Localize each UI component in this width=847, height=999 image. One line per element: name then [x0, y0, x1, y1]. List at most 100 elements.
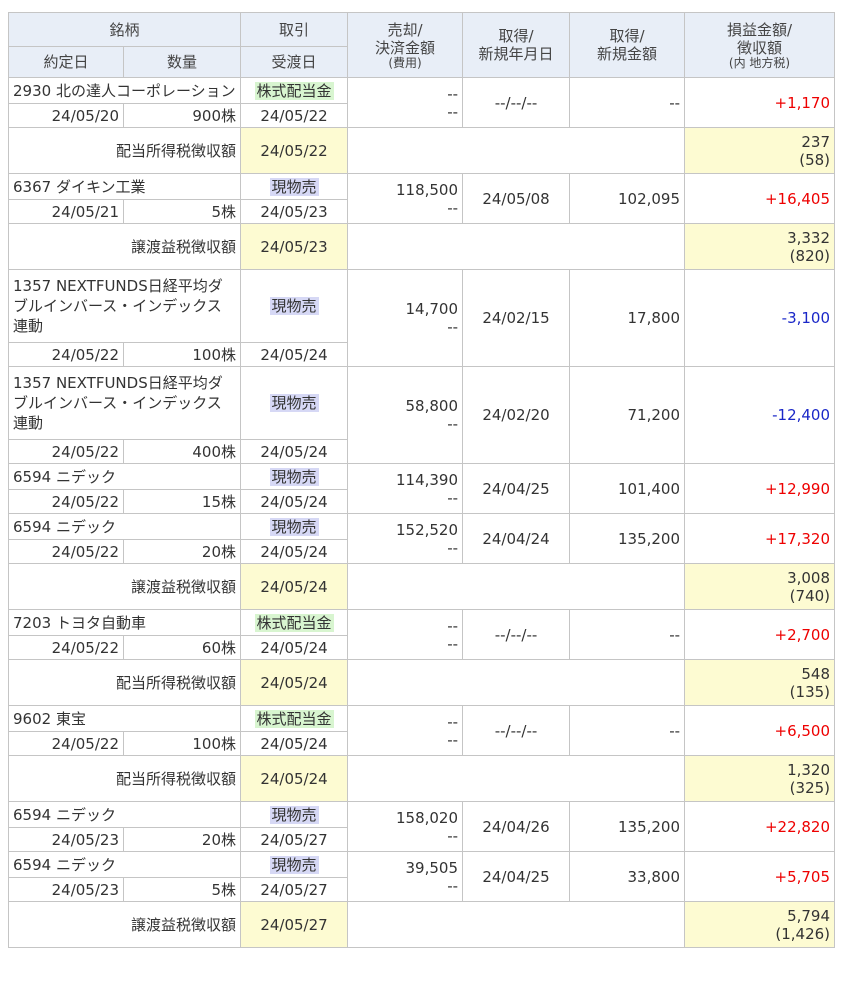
header-pl-line2: 徴収額	[737, 38, 783, 57]
tax-empty	[347, 223, 686, 270]
tax-empty	[347, 901, 686, 948]
table-row: 2930 北の達人コーポレーション 株式配当金 -- -- --/--/-- -- +1,1…	[7, 77, 836, 128]
tax-date: 24/05/24	[240, 755, 349, 802]
tax-date: 24/05/23	[240, 223, 349, 270]
acq-date: 24/04/24	[462, 513, 571, 564]
trade-type-badge: 現物売	[269, 517, 319, 536]
header-pl-local: (内 地方税)	[728, 55, 791, 70]
trade-type-badge: 現物売	[269, 177, 319, 196]
header-acq-date: 取得/ 新規年月日	[462, 12, 571, 78]
acq-amount: --	[569, 77, 686, 128]
table-row-sub: 24/05/22 20株 24/05/24	[8, 539, 835, 564]
acq-amount: 101,400	[569, 463, 686, 514]
tax-empty	[347, 659, 686, 706]
header-sell: 売却/ 決済金額 (費用)	[347, 12, 464, 78]
table-row-sub: 24/05/21 5株 24/05/23	[8, 199, 835, 224]
sell-cost: --	[447, 415, 459, 433]
quantity: 5株	[122, 877, 242, 902]
trade-date: 24/05/22	[8, 439, 124, 464]
header-sell-line2: 決済金額	[375, 38, 436, 57]
sell-amount-cell: -- --	[347, 705, 464, 756]
settle-date: 24/05/24	[240, 342, 349, 367]
sell-amount-cell: 39,505 --	[347, 851, 464, 902]
settle-date: 24/05/24	[240, 439, 349, 464]
profit-loss: +2,700	[684, 609, 836, 660]
profit-loss: +12,990	[684, 463, 836, 514]
quantity: 400株	[122, 439, 242, 464]
stock-name[interactable]: 6594 ニデック	[7, 463, 242, 490]
header-acq-amount: 取得/ 新規金額	[569, 12, 686, 78]
tax-row: 譲渡益税徴収額 24/05/24 3,008 (740)	[7, 563, 836, 610]
tax-amount-cell: 237 (58)	[684, 127, 836, 174]
settle-date: 24/05/23	[240, 199, 349, 224]
quantity: 100株	[122, 731, 242, 756]
header-meigara: 銘柄	[7, 12, 242, 47]
table-row-sub: 24/05/20 900株 24/05/22	[8, 103, 835, 128]
acq-date: 24/04/26	[462, 801, 571, 852]
trade-type-cell: 株式配当金	[240, 77, 349, 104]
tax-local: (58)	[799, 150, 831, 169]
table-row: 1357 NEXTFUNDS日経平均ダブルインバース・インデックス連動 現物売 14…	[7, 269, 836, 367]
stock-name[interactable]: 7203 トヨタ自動車	[7, 609, 242, 636]
stock-name[interactable]: 6594 ニデック	[7, 851, 242, 878]
tax-amount-cell: 1,320 (325)	[684, 755, 836, 802]
tax-amount: 5,794	[787, 906, 831, 925]
stock-name[interactable]: 1357 NEXTFUNDS日経平均ダブルインバース・インデックス連動	[7, 269, 242, 343]
header-acq-amount-line1: 取得/	[609, 27, 645, 45]
sell-amount: --	[447, 712, 459, 731]
tax-label: 譲渡益税徴収額	[7, 223, 242, 270]
profit-loss: +5,705	[684, 851, 836, 902]
tax-date: 24/05/24	[240, 563, 349, 610]
sell-cost: --	[447, 198, 459, 217]
quantity: 60株	[122, 635, 242, 660]
header-torihiki: 取引	[240, 12, 349, 47]
tax-amount-cell: 5,794 (1,426)	[684, 901, 836, 948]
acq-date: --/--/--	[462, 705, 571, 756]
tax-amount-cell: 3,332 (820)	[684, 223, 836, 270]
acq-amount: 71,200	[569, 366, 686, 464]
settle-date: 24/05/24	[240, 731, 349, 756]
table-row: 6367 ダイキン工業 現物売 118,500 -- 24/05/08 102,095 +1…	[7, 173, 836, 224]
trade-date: 24/05/22	[8, 635, 124, 660]
sell-amount-cell: 114,390 --	[347, 463, 464, 514]
settle-date: 24/05/27	[240, 877, 349, 902]
sell-amount: 114,390	[395, 470, 459, 489]
settle-date: 24/05/24	[240, 489, 349, 514]
trade-type-cell: 現物売	[240, 366, 349, 440]
quantity: 20株	[122, 827, 242, 852]
stock-name[interactable]: 6594 ニデック	[7, 513, 242, 540]
table-row: 9602 東宝 株式配当金 -- -- --/--/-- -- +6,500	[7, 705, 836, 756]
stock-name[interactable]: 2930 北の達人コーポレーション	[7, 77, 242, 104]
table-body: 2930 北の達人コーポレーション 株式配当金 -- -- --/--/-- -- +1,1…	[7, 77, 836, 948]
sell-cost: --	[447, 538, 459, 557]
sell-amount-cell: 14,700 --	[347, 269, 464, 367]
quantity: 20株	[122, 539, 242, 564]
tax-empty	[347, 127, 686, 174]
header-sell-cost: (費用)	[388, 55, 422, 70]
profit-loss: +16,405	[684, 173, 836, 224]
table-row: 6594 ニデック 現物売 114,390 -- 24/04/25 101,400 +12,…	[7, 463, 836, 514]
trade-type-cell: 現物売	[240, 173, 349, 200]
acq-amount: --	[569, 609, 686, 660]
acq-amount: 33,800	[569, 851, 686, 902]
table-row: 6594 ニデック 現物売 39,505 -- 24/04/25 33,800 +5,705	[7, 851, 836, 902]
header-acq-amount-line2: 新規金額	[597, 45, 658, 63]
table-header: 銘柄 取引 売却/ 決済金額 (費用) 取得/ 新規年月日 取得/ 新規金額 損…	[7, 12, 836, 78]
table-row: 6594 ニデック 現物売 152,520 -- 24/04/24 135,200 +17,…	[7, 513, 836, 564]
trade-type-cell: 現物売	[240, 513, 349, 540]
profit-loss: -3,100	[684, 269, 836, 367]
stock-name[interactable]: 6594 ニデック	[7, 801, 242, 828]
tax-date: 24/05/22	[240, 127, 349, 174]
acq-date: 24/02/15	[462, 269, 571, 367]
stock-name[interactable]: 9602 東宝	[7, 705, 242, 732]
trade-type-badge: 株式配当金	[254, 613, 334, 632]
header-pl-line1: 損益金額/	[726, 20, 793, 39]
trade-type-badge: 株式配当金	[254, 81, 334, 100]
trade-type-cell: 株式配当金	[240, 705, 349, 732]
stock-name[interactable]: 1357 NEXTFUNDS日経平均ダブルインバース・インデックス連動	[7, 366, 242, 440]
quantity: 15株	[122, 489, 242, 514]
tax-label: 配当所得税徴収額	[7, 659, 242, 706]
trade-date: 24/05/21	[8, 199, 124, 224]
trade-date: 24/05/20	[8, 103, 124, 128]
stock-name[interactable]: 6367 ダイキン工業	[7, 173, 242, 200]
